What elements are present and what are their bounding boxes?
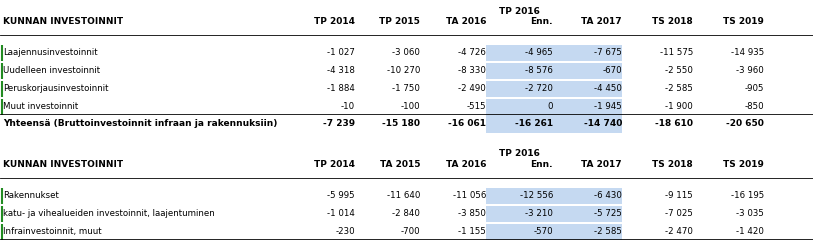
Text: 0: 0 xyxy=(547,102,553,111)
Text: Rakennukset: Rakennukset xyxy=(3,191,59,200)
Text: -2 720: -2 720 xyxy=(525,84,553,93)
Text: TS 2019: TS 2019 xyxy=(723,18,764,26)
Bar xyxy=(486,81,622,97)
Text: -4 318: -4 318 xyxy=(327,66,355,75)
Bar xyxy=(486,188,622,204)
Text: TP 2014: TP 2014 xyxy=(314,160,355,169)
Bar xyxy=(486,45,622,61)
Text: -230: -230 xyxy=(336,227,355,236)
Text: -570: -570 xyxy=(533,227,553,236)
Text: -16 061: -16 061 xyxy=(448,120,486,128)
Text: -515: -515 xyxy=(467,102,486,111)
Text: Enn.: Enn. xyxy=(531,160,553,169)
Text: -3 210: -3 210 xyxy=(525,209,553,218)
Text: -1 027: -1 027 xyxy=(327,48,355,57)
Text: TP 2014: TP 2014 xyxy=(314,18,355,26)
Bar xyxy=(486,99,622,115)
Bar xyxy=(486,115,622,132)
Text: -1 884: -1 884 xyxy=(327,84,355,93)
Text: -16 261: -16 261 xyxy=(515,120,553,128)
Text: TS 2018: TS 2018 xyxy=(652,160,693,169)
Text: TP 2016: TP 2016 xyxy=(499,6,540,16)
Text: -100: -100 xyxy=(400,102,420,111)
Text: -5 725: -5 725 xyxy=(594,209,622,218)
Text: -1 155: -1 155 xyxy=(458,227,486,236)
Text: -7 239: -7 239 xyxy=(323,120,355,128)
Text: -7 025: -7 025 xyxy=(665,209,693,218)
Text: Infrainvestoinnit, muut: Infrainvestoinnit, muut xyxy=(3,227,102,236)
Text: -3 960: -3 960 xyxy=(737,66,764,75)
Text: Muut investoinnit: Muut investoinnit xyxy=(3,102,78,111)
Text: -10 270: -10 270 xyxy=(387,66,420,75)
Text: Yhteensä (Bruttoinvestoinnit infraan ja rakennuksiin): Yhteensä (Bruttoinvestoinnit infraan ja … xyxy=(3,120,277,128)
Text: Enn.: Enn. xyxy=(531,18,553,26)
Text: -3 850: -3 850 xyxy=(458,209,486,218)
Text: -20 650: -20 650 xyxy=(726,120,764,128)
Text: -1 420: -1 420 xyxy=(736,227,764,236)
Text: -2 585: -2 585 xyxy=(594,227,622,236)
Text: -14 740: -14 740 xyxy=(584,120,622,128)
Text: TP 2015: TP 2015 xyxy=(379,18,420,26)
Text: Laajennusinvestoinnit: Laajennusinvestoinnit xyxy=(3,48,98,57)
Text: -1 900: -1 900 xyxy=(665,102,693,111)
Text: -8 330: -8 330 xyxy=(458,66,486,75)
Text: -8 576: -8 576 xyxy=(525,66,553,75)
Text: TA 2016: TA 2016 xyxy=(446,160,486,169)
Text: -4 726: -4 726 xyxy=(458,48,486,57)
Text: -5 995: -5 995 xyxy=(328,191,355,200)
Text: -11 640: -11 640 xyxy=(387,191,420,200)
Text: TA 2016: TA 2016 xyxy=(446,18,486,26)
Text: -670: -670 xyxy=(602,66,622,75)
Text: -2 585: -2 585 xyxy=(665,84,693,93)
Text: -1 014: -1 014 xyxy=(327,209,355,218)
Text: -4 450: -4 450 xyxy=(594,84,622,93)
Text: -18 610: -18 610 xyxy=(655,120,693,128)
Text: TA 2015: TA 2015 xyxy=(380,160,420,169)
Text: -2 840: -2 840 xyxy=(392,209,420,218)
Text: -2 470: -2 470 xyxy=(665,227,693,236)
Text: Uudelleen investoinnit: Uudelleen investoinnit xyxy=(3,66,100,75)
Text: -3 060: -3 060 xyxy=(392,48,420,57)
Bar xyxy=(486,224,622,240)
Text: -11 056: -11 056 xyxy=(453,191,486,200)
Text: -11 575: -11 575 xyxy=(659,48,693,57)
Text: TS 2019: TS 2019 xyxy=(723,160,764,169)
Text: -850: -850 xyxy=(745,102,764,111)
Text: -4 965: -4 965 xyxy=(525,48,553,57)
Text: KUNNAN INVESTOINNIT: KUNNAN INVESTOINNIT xyxy=(3,18,123,26)
Text: Peruskorjausinvestoinnit: Peruskorjausinvestoinnit xyxy=(3,84,108,93)
Text: -16 195: -16 195 xyxy=(731,191,764,200)
Text: -1 750: -1 750 xyxy=(392,84,420,93)
Text: -700: -700 xyxy=(400,227,420,236)
Text: TS 2018: TS 2018 xyxy=(652,18,693,26)
Text: TA 2017: TA 2017 xyxy=(581,18,622,26)
Text: -3 035: -3 035 xyxy=(736,209,764,218)
Text: -15 180: -15 180 xyxy=(382,120,420,128)
Text: KUNNAN INVESTOINNIT: KUNNAN INVESTOINNIT xyxy=(3,160,123,169)
Bar xyxy=(486,63,622,79)
Text: TP 2016: TP 2016 xyxy=(499,149,540,158)
Text: -14 935: -14 935 xyxy=(731,48,764,57)
Text: -9 115: -9 115 xyxy=(665,191,693,200)
Text: -7 675: -7 675 xyxy=(594,48,622,57)
Text: -6 430: -6 430 xyxy=(594,191,622,200)
Text: TA 2017: TA 2017 xyxy=(581,160,622,169)
Text: -905: -905 xyxy=(745,84,764,93)
Text: -10: -10 xyxy=(341,102,355,111)
Text: katu- ja vihealueiden investoinnit, laajentuminen: katu- ja vihealueiden investoinnit, laaj… xyxy=(3,209,215,218)
Text: -2 490: -2 490 xyxy=(459,84,486,93)
Text: -12 556: -12 556 xyxy=(520,191,553,200)
Text: -2 550: -2 550 xyxy=(665,66,693,75)
Text: -1 945: -1 945 xyxy=(594,102,622,111)
Bar xyxy=(486,206,622,222)
